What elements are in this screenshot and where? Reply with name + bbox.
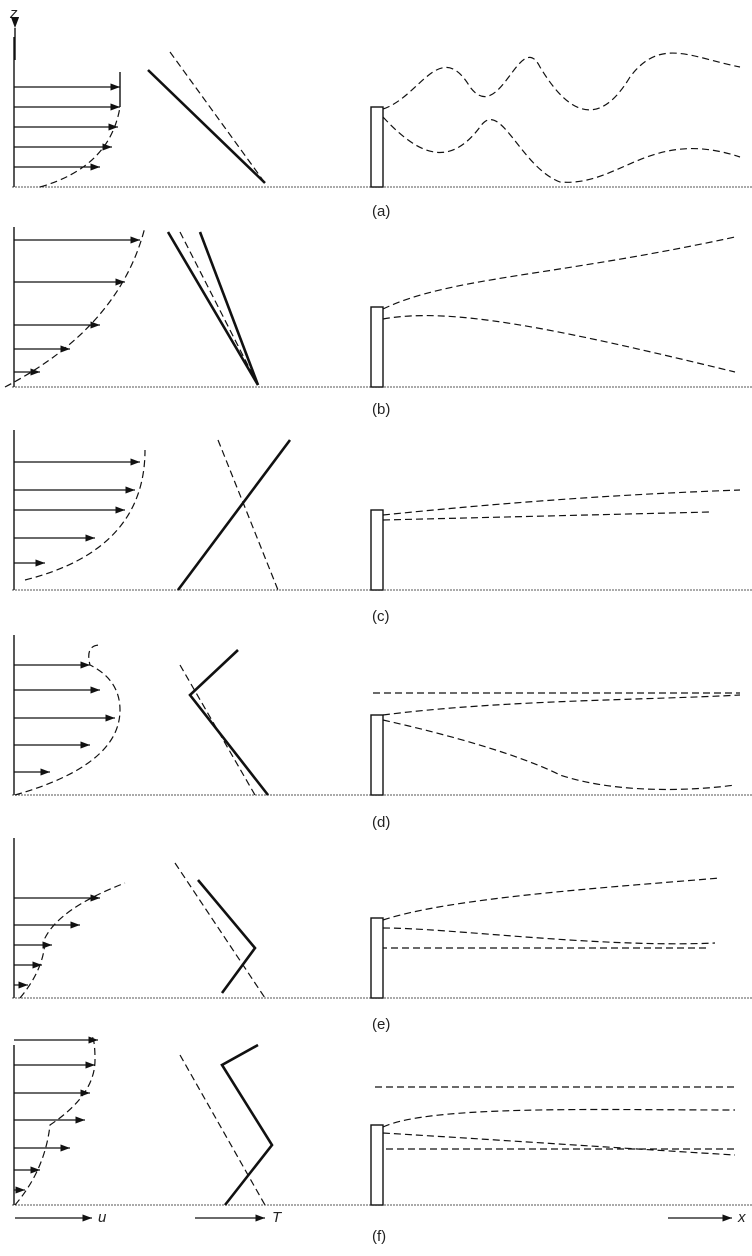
plume-outline xyxy=(383,695,740,715)
temperature-profile xyxy=(178,440,290,590)
plume-outline xyxy=(383,928,715,944)
plume-outline xyxy=(383,53,740,110)
panel xyxy=(12,37,752,187)
wind-profile xyxy=(5,227,145,387)
z-label: z xyxy=(9,5,18,22)
plume-outline xyxy=(383,1133,735,1155)
adiabatic-lapse xyxy=(175,863,265,998)
plume-outline xyxy=(383,490,740,515)
adiabatic-lapse xyxy=(180,1055,265,1205)
adiabatic-lapse xyxy=(170,52,265,183)
temperature-profile xyxy=(198,880,255,993)
stack xyxy=(371,307,383,387)
diagram: z u T x (a) (b) (c) (d) (e) (f) xyxy=(0,0,752,1256)
panel-label: (f) xyxy=(372,1228,386,1245)
wind-profile xyxy=(20,883,125,998)
plume-outline xyxy=(383,117,740,182)
temperature-profile xyxy=(168,232,258,385)
panel xyxy=(12,1035,752,1205)
stack xyxy=(371,510,383,590)
plume-outline xyxy=(383,720,735,789)
plume-outline xyxy=(383,1110,735,1127)
stack xyxy=(371,715,383,795)
panel-label: (c) xyxy=(372,608,390,625)
plume-outline xyxy=(383,512,710,520)
temperature-profile xyxy=(190,650,268,795)
temperature-profile xyxy=(148,70,265,183)
stack xyxy=(371,107,383,187)
adiabatic-lapse xyxy=(218,440,278,590)
stack xyxy=(371,918,383,998)
panel xyxy=(12,430,752,590)
panel xyxy=(12,635,752,795)
plume-outline xyxy=(383,878,720,920)
plume-outline xyxy=(383,316,735,372)
temperature-profile xyxy=(200,232,258,385)
temperature-profile xyxy=(222,1045,272,1205)
plume-outline xyxy=(383,237,735,309)
panel-label: (e) xyxy=(372,1016,390,1033)
u-label: u xyxy=(98,1209,107,1226)
panel xyxy=(12,838,752,998)
panel-label: (d) xyxy=(372,814,390,831)
adiabatic-lapse xyxy=(180,232,258,385)
stack xyxy=(371,1125,383,1205)
wind-profile xyxy=(25,450,145,580)
t-label: T xyxy=(272,1209,283,1226)
panel-label: (b) xyxy=(372,401,390,418)
panel xyxy=(5,227,752,387)
x-label: x xyxy=(737,1209,746,1226)
panel-label: (a) xyxy=(372,203,390,220)
